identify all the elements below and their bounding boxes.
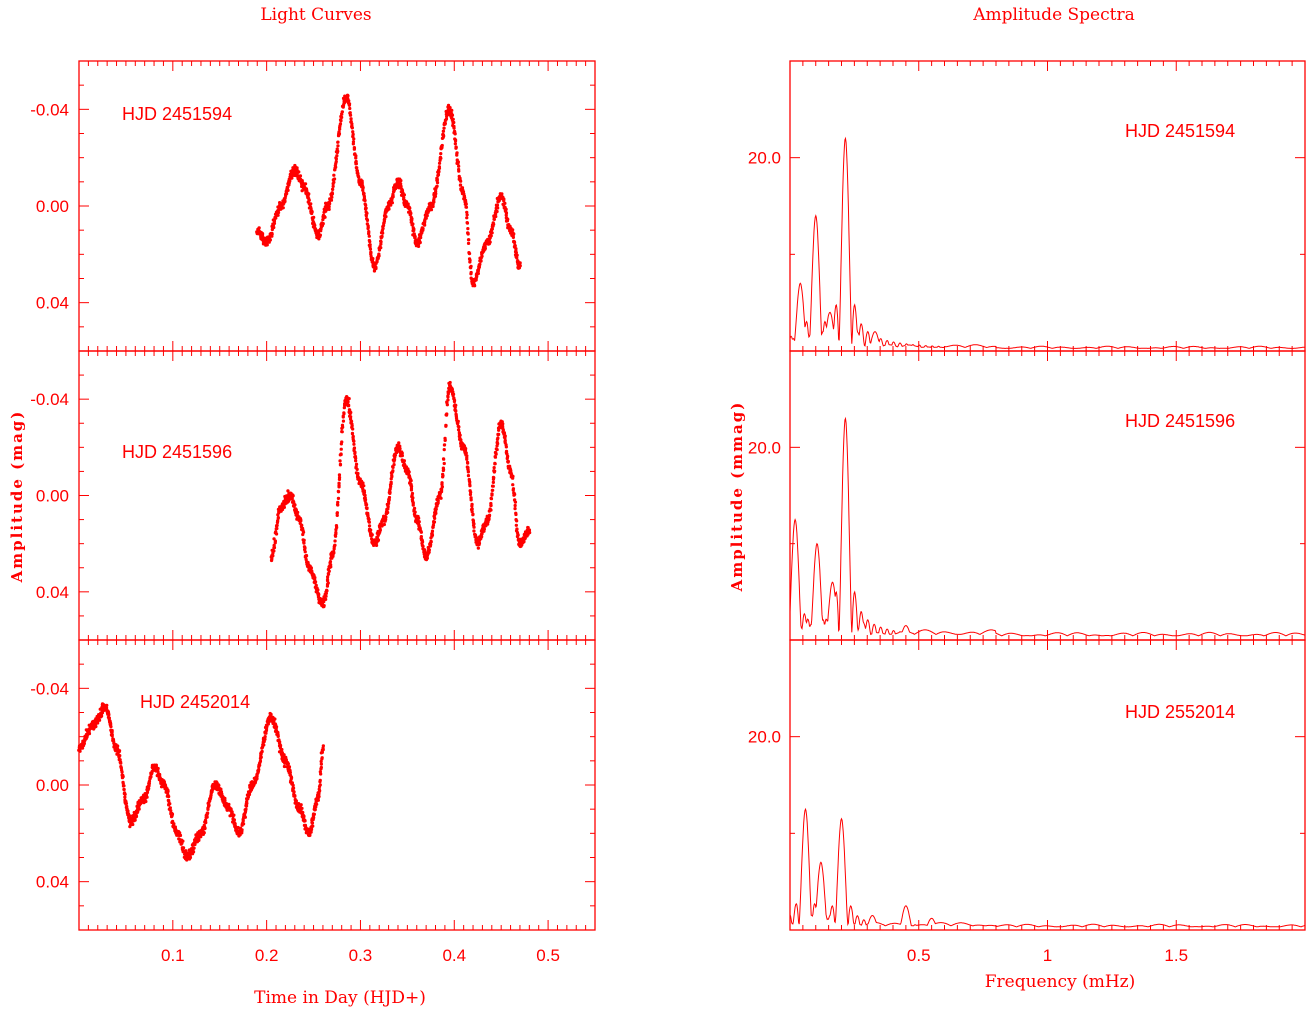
spectrum-panel-3: 20.0 HJD 2552014 <box>748 639 1306 931</box>
y-tick-label: 0.04 <box>36 873 69 892</box>
x-tick-label: 1 <box>1043 946 1052 965</box>
y-tick-label: 0.04 <box>36 583 69 602</box>
spectrum-line <box>789 807 1306 928</box>
light-curve-panel-3: -0.04 0.00 0.04 HJD 2452014 <box>30 639 596 931</box>
y-tick-label: 0.00 <box>36 197 69 216</box>
left-y-axis-label: Amplitude (mag) <box>8 410 26 584</box>
panel-label: HJD 2451596 <box>122 442 232 462</box>
x-tick-label: 0.2 <box>255 946 279 965</box>
y-tick-label: -0.04 <box>30 390 69 409</box>
panel-frame <box>78 639 596 931</box>
x-tick-label: 0.5 <box>907 946 931 965</box>
y-tick-label: 20.0 <box>748 438 781 457</box>
y-tick-label: 20.0 <box>748 149 781 168</box>
y-tick-label: -0.04 <box>30 679 69 698</box>
spectrum-panel-1: 20.0 HJD 2451594 <box>748 60 1306 352</box>
panel-label: HJD 2552014 <box>1125 702 1235 722</box>
y-tick-label: -0.04 <box>30 100 69 119</box>
panel-frame <box>789 60 1306 352</box>
panel-label: HJD 2451594 <box>122 104 232 124</box>
y-tick-label: 0.00 <box>36 487 69 506</box>
data-points <box>269 380 532 609</box>
panel-frame <box>789 639 1306 931</box>
x-tick-label: 0.5 <box>536 946 560 965</box>
spectrum-line <box>789 136 1305 349</box>
y-tick-label: 20.0 <box>748 728 781 747</box>
right-chart-title: Amplitude Spectra <box>972 5 1134 25</box>
panel-frame <box>78 350 596 641</box>
x-tick-label: 1.5 <box>1164 946 1188 965</box>
y-tick-label: 0.04 <box>36 294 69 313</box>
right-x-axis-label: Frequency (mHz) <box>985 972 1136 992</box>
panel-frame <box>789 350 1306 641</box>
y-tick-label: 0.00 <box>36 776 69 795</box>
panel-label: HJD 2452014 <box>140 692 250 712</box>
light-curve-panel-2: -0.04 0.00 0.04 HJD 2451596 <box>30 350 596 641</box>
right-y-axis-label: Amplitude (mmag) <box>728 401 746 593</box>
data-points <box>77 702 325 862</box>
left-x-axis-label: Time in Day (HJD+) <box>254 988 426 1008</box>
panel-label: HJD 2451596 <box>1125 411 1235 431</box>
light-curve-x-ticks: 0.1 0.2 0.3 0.4 0.5 <box>161 946 560 965</box>
spectrum-line <box>789 416 1306 637</box>
left-chart-title: Light Curves <box>260 5 371 25</box>
spectrum-x-ticks: 0.5 1 1.5 <box>907 946 1188 965</box>
panel-label: HJD 2451594 <box>1125 121 1235 141</box>
x-tick-label: 0.4 <box>442 946 466 965</box>
light-curve-panel-1: -0.04 0.00 0.04 HJD 2451594 <box>30 60 596 352</box>
spectrum-panel-2: 20.0 HJD 2451596 <box>748 350 1306 641</box>
x-tick-label: 0.3 <box>349 946 373 965</box>
data-points <box>255 93 522 288</box>
x-tick-label: 0.1 <box>161 946 185 965</box>
